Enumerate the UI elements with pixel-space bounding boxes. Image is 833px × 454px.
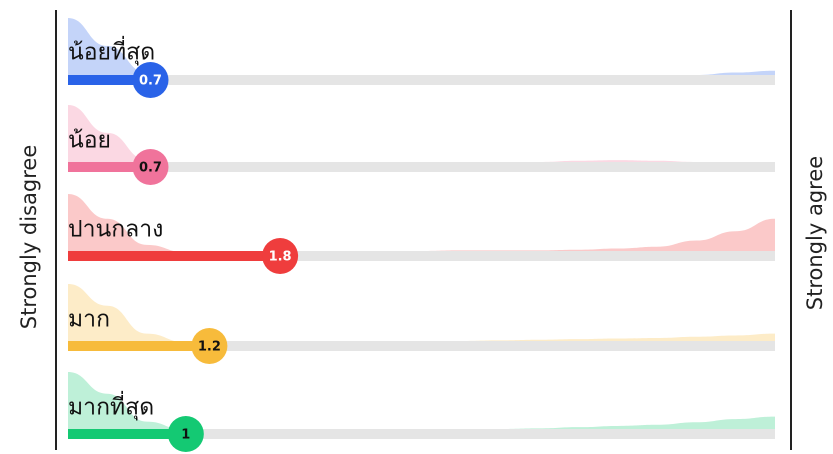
track-5 bbox=[68, 429, 775, 439]
category-label-1: น้อยที่สุด bbox=[68, 36, 155, 66]
chart-row-3: ปานกลาง 1.8 bbox=[68, 194, 775, 274]
category-label-3: ปานกลาง bbox=[68, 217, 163, 243]
category-label-5: มากที่สุด bbox=[68, 391, 154, 421]
bar-1 bbox=[68, 75, 151, 85]
distribution-area-1 bbox=[68, 18, 775, 80]
track-4 bbox=[68, 341, 775, 351]
distribution-area-3 bbox=[68, 194, 775, 256]
value-label-5: 1 bbox=[181, 428, 190, 443]
bar-2 bbox=[68, 162, 151, 172]
chart-frame: Strongly disagree Strongly agree bbox=[17, 10, 827, 450]
bar-4 bbox=[68, 341, 210, 351]
chart-rows: น้อยที่สุด 0.7 น้อย 0.7 ปานกลาง 1.8 มาก 1.2 มากท… bbox=[68, 18, 775, 452]
track-3 bbox=[68, 251, 775, 261]
track-1 bbox=[68, 75, 775, 85]
chart-row-4: มาก 1.2 bbox=[68, 284, 775, 364]
distribution-area-4 bbox=[68, 284, 775, 346]
value-marker-3 bbox=[262, 238, 299, 274]
bar-3 bbox=[68, 251, 281, 261]
category-label-4: มาก bbox=[68, 307, 110, 333]
distribution-area-5 bbox=[68, 372, 775, 434]
category-label-2: น้อย bbox=[68, 128, 111, 154]
left-axis-title: Strongly disagree bbox=[17, 145, 41, 329]
value-marker-2 bbox=[132, 149, 169, 185]
value-marker-5 bbox=[167, 416, 204, 452]
distribution-area-2 bbox=[68, 105, 775, 167]
right-axis-title: Strongly agree bbox=[803, 156, 827, 310]
value-label-2: 0.7 bbox=[139, 161, 162, 176]
value-marker-1 bbox=[132, 62, 169, 98]
value-label-4: 1.2 bbox=[198, 340, 221, 355]
chart-row-2: น้อย 0.7 bbox=[68, 105, 775, 185]
value-marker-4 bbox=[191, 328, 228, 364]
chart-row-5: มากที่สุด 1 bbox=[68, 372, 775, 452]
value-label-1: 0.7 bbox=[139, 74, 162, 89]
track-2 bbox=[68, 162, 775, 172]
value-label-3: 1.8 bbox=[269, 250, 292, 265]
chart-row-1: น้อยที่สุด 0.7 bbox=[68, 18, 775, 98]
bar-5 bbox=[68, 429, 186, 439]
